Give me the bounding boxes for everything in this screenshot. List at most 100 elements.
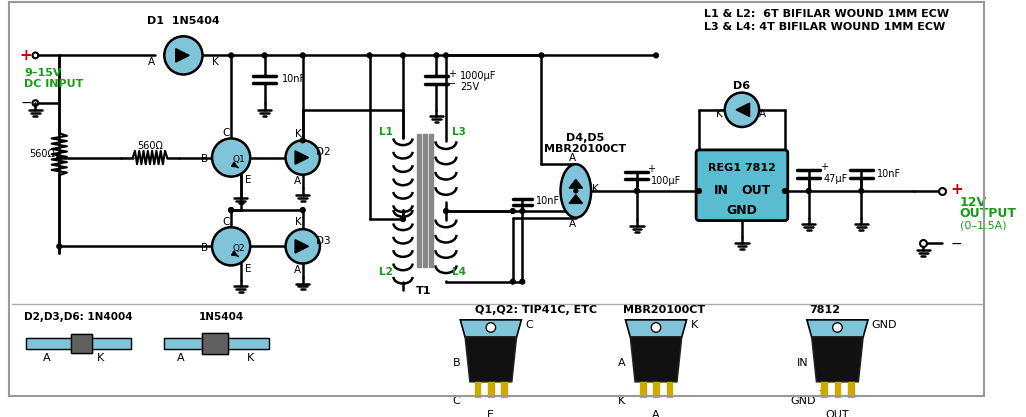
Text: E: E bbox=[245, 264, 251, 274]
Text: GND: GND bbox=[726, 203, 757, 216]
Text: A: A bbox=[149, 57, 156, 67]
Text: GND: GND bbox=[872, 319, 898, 329]
Text: A: A bbox=[568, 153, 576, 163]
Text: +: + bbox=[19, 48, 32, 63]
Bar bbox=[502, 382, 507, 409]
Text: E: E bbox=[245, 176, 251, 186]
Text: L3 & L4: 4T BIFILAR WOUND 1MM ECW: L3 & L4: 4T BIFILAR WOUND 1MM ECW bbox=[704, 22, 945, 32]
Text: L2: L2 bbox=[379, 267, 393, 277]
Text: 560Ω: 560Ω bbox=[137, 141, 163, 151]
Text: MBR20100CT: MBR20100CT bbox=[623, 305, 705, 315]
Polygon shape bbox=[295, 151, 309, 164]
Text: (0–1.5A): (0–1.5A) bbox=[959, 220, 1007, 230]
Text: A: A bbox=[176, 353, 185, 363]
Bar bbox=[475, 382, 480, 409]
Circle shape bbox=[654, 53, 659, 58]
Circle shape bbox=[56, 244, 62, 249]
Polygon shape bbox=[626, 320, 686, 337]
Circle shape bbox=[400, 53, 405, 58]
Text: IN: IN bbox=[797, 358, 808, 368]
Bar bbox=[71, 334, 91, 353]
Circle shape bbox=[520, 208, 524, 214]
Circle shape bbox=[229, 208, 234, 212]
Circle shape bbox=[301, 208, 305, 212]
Circle shape bbox=[724, 93, 759, 127]
Text: D6: D6 bbox=[734, 81, 750, 91]
Text: GND: GND bbox=[790, 396, 816, 406]
Bar bbox=[201, 333, 228, 354]
Text: −: − bbox=[950, 236, 961, 251]
Circle shape bbox=[301, 138, 305, 143]
Circle shape bbox=[263, 53, 267, 58]
Polygon shape bbox=[465, 337, 517, 382]
Text: B: B bbox=[452, 358, 461, 368]
FancyBboxPatch shape bbox=[696, 150, 788, 221]
Text: A: A bbox=[653, 410, 660, 417]
Text: Q1: Q1 bbox=[233, 155, 245, 164]
Circle shape bbox=[285, 229, 320, 264]
Text: K: K bbox=[690, 319, 698, 329]
Polygon shape bbox=[630, 337, 682, 382]
Text: C: C bbox=[223, 128, 230, 138]
Text: E: E bbox=[487, 410, 495, 417]
Text: A: A bbox=[294, 265, 302, 275]
Text: Q1,Q2: TIP41C, ETC: Q1,Q2: TIP41C, ETC bbox=[475, 305, 597, 315]
Bar bbox=[654, 382, 659, 409]
Text: K: K bbox=[716, 108, 722, 118]
Circle shape bbox=[697, 188, 702, 193]
Circle shape bbox=[301, 53, 305, 58]
Bar bbox=[71, 334, 91, 353]
Bar bbox=[847, 382, 854, 409]
Text: K: K bbox=[294, 217, 302, 227]
Text: L1 & L2:  6T BIFILAR WOUND 1MM ECW: L1 & L2: 6T BIFILAR WOUND 1MM ECW bbox=[704, 9, 949, 19]
Text: B: B bbox=[201, 243, 208, 253]
Circle shape bbox=[806, 188, 812, 193]
Text: K: K bbox=[592, 184, 598, 194]
Bar bbox=[164, 338, 270, 349]
Text: A: A bbox=[294, 176, 302, 186]
Polygon shape bbox=[569, 195, 583, 203]
Circle shape bbox=[634, 188, 639, 193]
Text: C: C bbox=[223, 216, 230, 226]
Text: A: A bbox=[618, 358, 626, 368]
Circle shape bbox=[164, 36, 202, 75]
Text: C: C bbox=[452, 396, 461, 406]
Text: D1  1N5404: D1 1N5404 bbox=[147, 16, 220, 26]
Circle shape bbox=[859, 188, 864, 193]
Text: L3: L3 bbox=[452, 127, 466, 137]
Text: 1000μF: 1000μF bbox=[461, 71, 497, 81]
Bar bbox=[423, 134, 427, 267]
Circle shape bbox=[510, 279, 515, 284]
Bar bbox=[429, 134, 433, 267]
Text: 10nF: 10nF bbox=[536, 196, 560, 206]
Bar bbox=[640, 382, 645, 409]
Text: 25V: 25V bbox=[461, 82, 479, 92]
Circle shape bbox=[574, 189, 578, 193]
Text: 1N5404: 1N5404 bbox=[199, 312, 244, 322]
Text: OUT: OUT bbox=[742, 184, 771, 198]
Text: 100μF: 100μF bbox=[652, 176, 681, 186]
Bar bbox=[26, 338, 131, 349]
Text: DC INPUT: DC INPUT bbox=[24, 79, 83, 89]
Text: IN: IN bbox=[713, 184, 728, 198]
Text: K: K bbox=[96, 353, 104, 363]
Text: REG1 7812: REG1 7812 bbox=[708, 163, 776, 173]
Text: OUT: OUT bbox=[826, 410, 850, 417]
Circle shape bbox=[212, 227, 250, 266]
Text: MBR20100CT: MBR20100CT bbox=[545, 144, 627, 154]
Text: D3: D3 bbox=[316, 236, 331, 246]
Ellipse shape bbox=[560, 164, 591, 218]
Text: L1: L1 bbox=[379, 127, 393, 137]
Text: 7812: 7812 bbox=[808, 305, 839, 315]
Circle shape bbox=[443, 53, 448, 58]
Circle shape bbox=[367, 53, 372, 58]
Text: 12V: 12V bbox=[959, 196, 987, 209]
Text: A: A bbox=[759, 108, 766, 118]
Bar bbox=[164, 338, 270, 349]
Circle shape bbox=[434, 53, 439, 58]
Bar bbox=[418, 134, 421, 267]
Bar bbox=[821, 382, 827, 409]
Text: A: A bbox=[43, 353, 50, 363]
Circle shape bbox=[229, 53, 234, 58]
Circle shape bbox=[833, 323, 842, 332]
